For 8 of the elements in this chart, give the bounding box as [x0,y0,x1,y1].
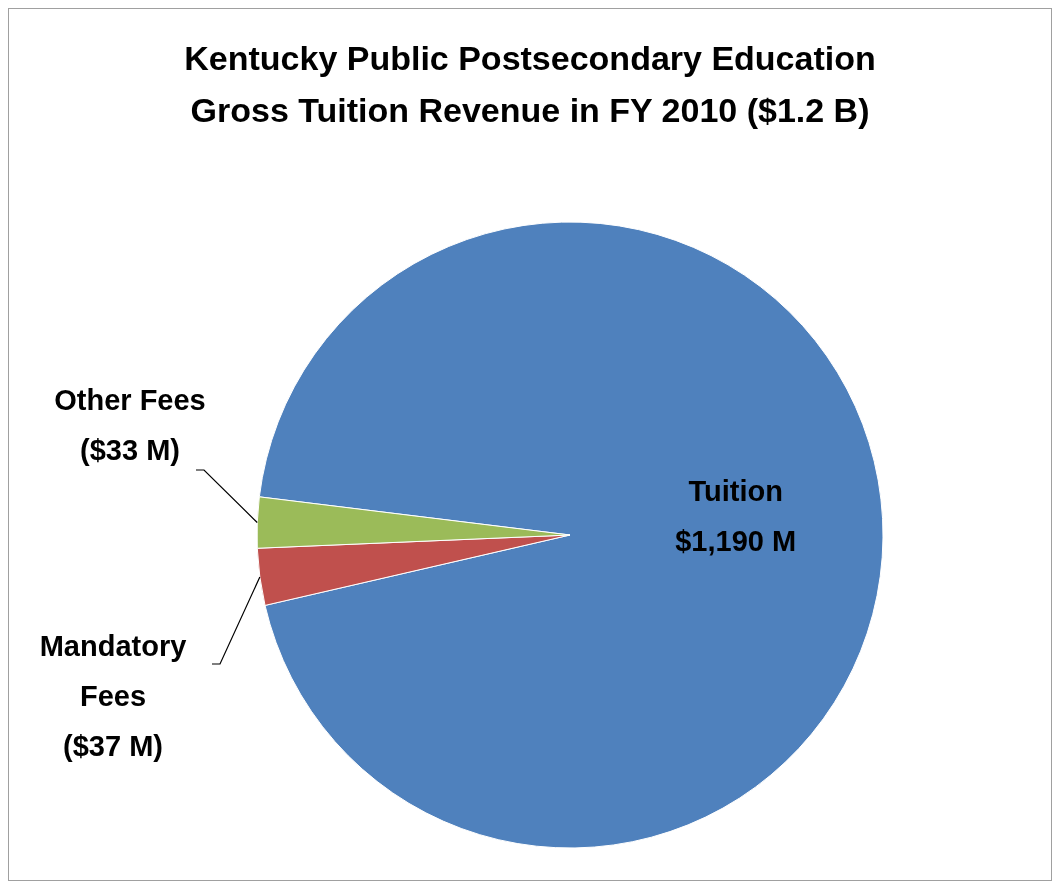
slice-label: Other Fees [54,384,206,416]
data-label: ($37 M) [63,730,163,762]
pie-slice [258,221,884,849]
data-label: ($33 M) [80,434,180,466]
slice-label: Tuition [688,475,783,508]
chart-title: Kentucky Public Postsecondary Education Gross Tuition Revenue in FY 2010 ($1.2 B) [184,39,876,129]
slice-label: Mandatory Fees [39,630,187,712]
data-label: $1,190 M [675,525,797,558]
